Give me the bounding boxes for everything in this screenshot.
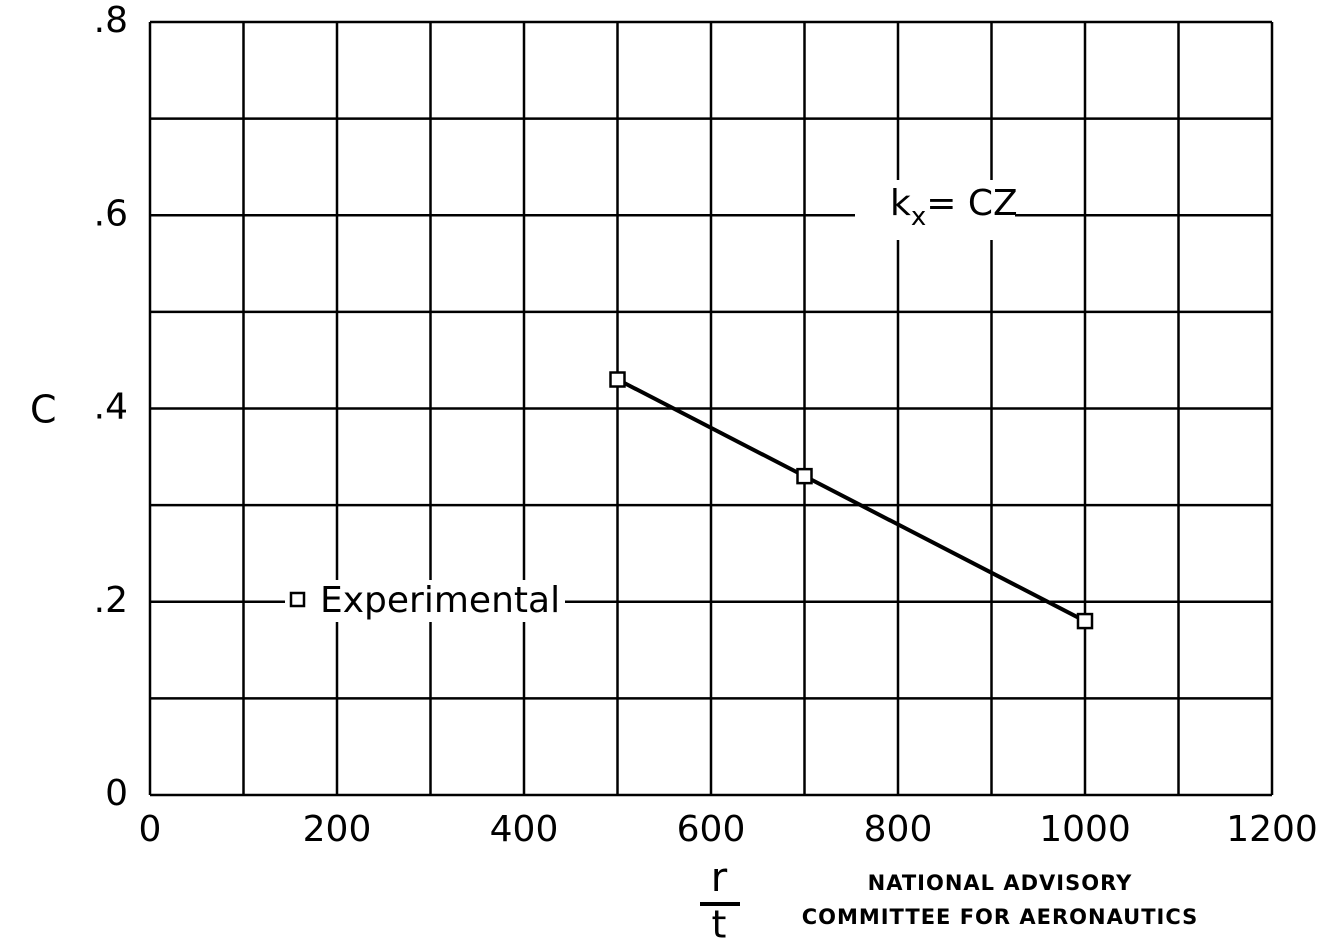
y-tick-label: .6 xyxy=(94,193,128,234)
legend-marker xyxy=(289,591,306,608)
series-line xyxy=(616,377,1086,623)
annotation-bg xyxy=(855,180,1015,240)
x-label-denominator: t xyxy=(712,903,727,947)
x-tick-label: 1200 xyxy=(1226,809,1318,850)
annotation: kx= CZ xyxy=(890,183,1018,232)
y-axis-label: C xyxy=(30,388,57,432)
credit-line: NATIONAL ADVISORY xyxy=(868,871,1133,895)
annotation-base: k xyxy=(890,183,911,224)
x-tick-label: 600 xyxy=(677,809,746,850)
x-tick-label: 200 xyxy=(303,809,372,850)
x-tick-label: 800 xyxy=(864,809,933,850)
marks xyxy=(609,371,1094,630)
x-tick-label: 400 xyxy=(490,809,559,850)
x-label-numerator: r xyxy=(711,855,728,901)
x-tick-label: 1000 xyxy=(1039,809,1131,850)
y-tick-label: .4 xyxy=(94,387,128,428)
data-point xyxy=(796,467,813,485)
y-tick-label: 0 xyxy=(105,773,128,814)
credit-line: COMMITTEE FOR AERONAUTICS xyxy=(802,905,1199,929)
y-tick-label: .2 xyxy=(94,580,128,621)
data-point xyxy=(609,371,626,388)
annotation-subscript: x xyxy=(911,202,926,232)
legend-label: Experimental xyxy=(320,580,560,621)
x-tick-label: 0 xyxy=(139,809,162,850)
data-point xyxy=(1076,612,1094,630)
legend-bg xyxy=(285,580,565,622)
annotation-rest: = CZ xyxy=(926,183,1017,224)
grid xyxy=(148,20,1274,797)
y-tick-label: .8 xyxy=(94,0,128,41)
